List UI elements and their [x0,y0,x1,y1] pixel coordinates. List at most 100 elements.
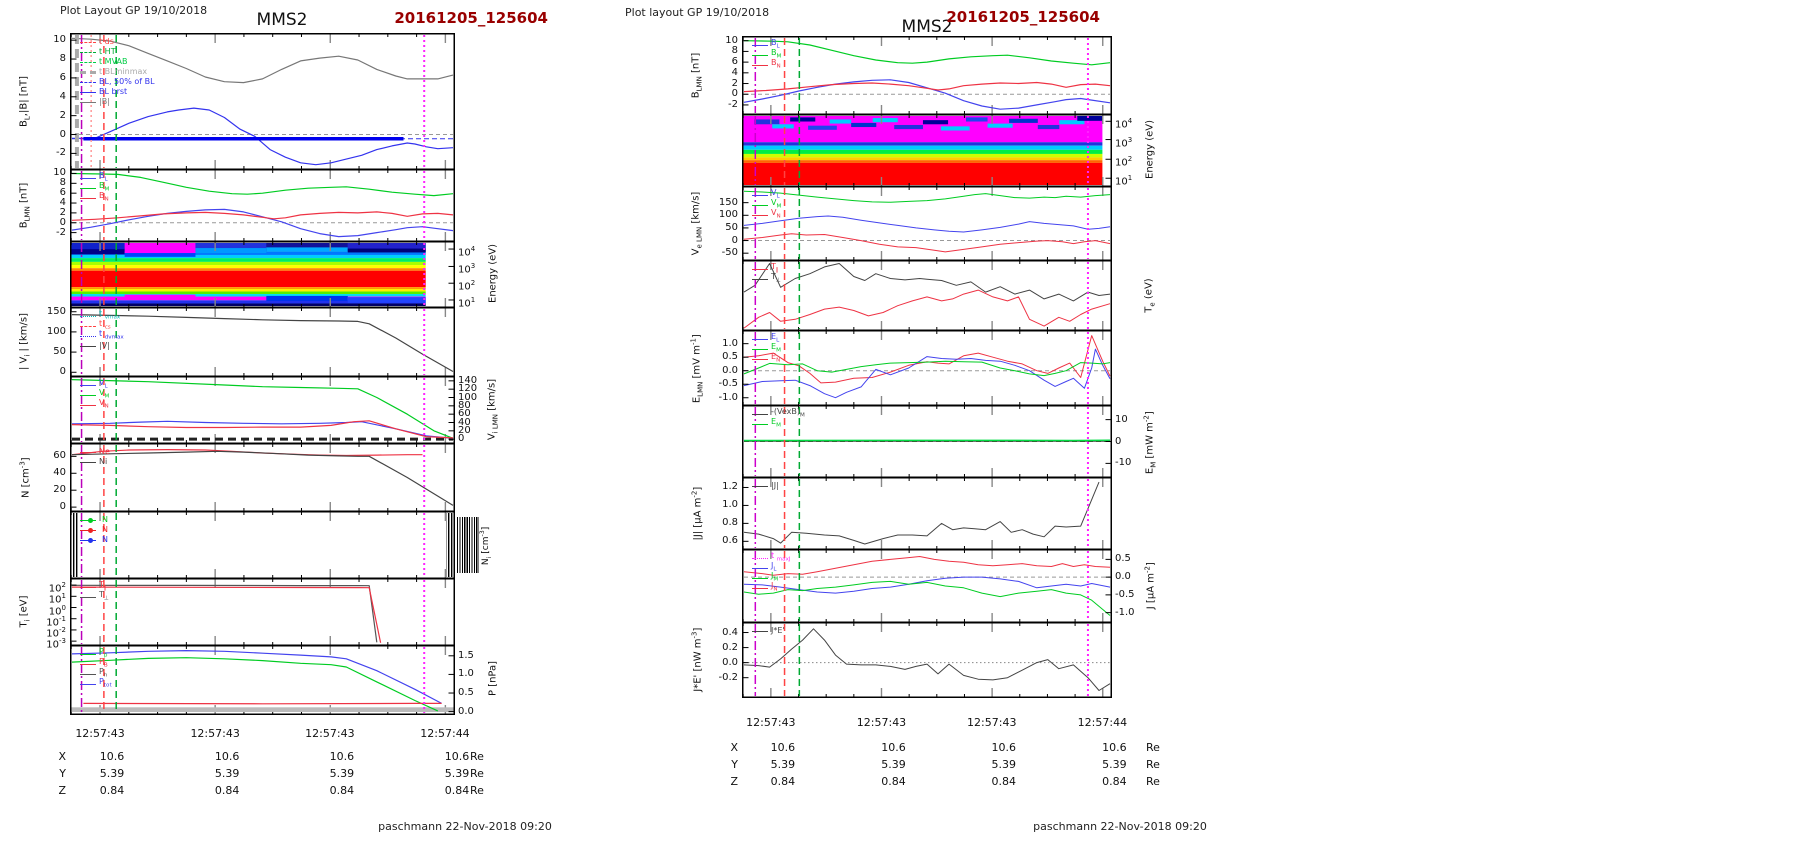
legend-label: N [102,535,108,544]
legend-entry: N [80,535,108,545]
tick-label: 102 [48,581,66,595]
legend: |J| [752,481,779,491]
legend: Pp PB Ph Ptot [80,647,112,689]
legend-label: Ptot [99,677,112,689]
coord-value: 0.84 [329,784,355,797]
legend-line-sample [80,187,96,189]
tick-label: 0 [59,501,66,513]
y-axis-label: J*E' [nW m-3] [690,627,704,692]
time-tick-label: 12:57:43 [75,727,125,740]
tick-label: -2 [728,98,738,110]
legend-entry: EM [752,417,805,429]
legend-label: Pp [99,647,108,659]
legend-line-sample [752,485,768,487]
tick-label: 1.0 [722,499,738,511]
legend-line-sample [80,101,96,103]
legend-line-sample [752,338,768,340]
legend-label: |J| [771,481,779,490]
coord-row-label: Z [58,784,66,797]
tick-label: 20 [53,484,66,496]
legend-line-sample [752,268,768,270]
panel-pressure [70,641,455,719]
garbled-axis-label: Ni [cm-3] [479,526,493,566]
tick-label: 10 [53,34,66,46]
legend: t vmax t cs t dvmax |V| [80,309,124,351]
tick-label: 10-1 [46,614,66,629]
tick-label: 10-3 [46,637,66,651]
legend-line-sample [80,335,96,337]
legend-line-sample [80,596,96,598]
tick-label: 0.8 [722,517,738,529]
legend-label: VN [771,208,781,220]
tick-label: 0 [731,88,738,100]
tick-label: 103 [458,262,476,276]
coord-row-label: X [730,741,738,754]
right-axis-label: J [μA m-2] [1143,562,1157,610]
legend-label: t MVAB [99,57,128,66]
legend-entry: N [80,525,108,535]
legend-label: t HT [99,47,116,56]
legend-line-sample [80,394,96,396]
legend: -(VexB)M EM [752,407,805,429]
legend-line-sample [752,413,768,415]
tick-label: 104 [458,245,476,259]
legend-line-sample [752,54,768,56]
layout-label-left: Plot Layout GP 19/10/2018 [60,4,208,17]
tick-label: 8 [59,53,66,65]
footer-credit-right: paschmann 22-Nov-2018 09:20 [1033,820,1207,833]
legend-entry: |V| [80,341,124,351]
legend-label: JL [771,561,777,573]
legend: t ds t HT t MVAB t BLminmax BL, 50% of BL BL … [80,37,155,107]
time-tick-label: 12:57:44 [1077,716,1128,729]
coord-unit: Re [470,784,484,797]
legend-entry: VN [80,398,109,410]
tick-label: 101 [458,295,476,310]
legend-entry: JM [752,571,791,583]
legend-entry: t HT [80,47,155,57]
right-axis-label: Vi LMN [km/s] [486,378,500,441]
tick-label: 150 [46,305,66,317]
panel-j-magnitude [742,473,1112,554]
coord-value: 10.6 [329,750,355,763]
legend-entry: J*E' [752,626,785,636]
legend: Ne Ni [80,447,110,467]
legend-label: Ni [99,457,108,466]
coord-value: 5.39 [1102,758,1127,771]
legend-line-sample [80,586,96,588]
panel-b-lmn [70,165,455,246]
coord-value: 0.84 [214,784,240,797]
tick-label: 40 [53,467,66,479]
legend-entry: EN [752,352,781,364]
garbled-axis-ticks [457,517,479,573]
time-tick-label: 12:57:43 [305,727,355,740]
legend-entry: t BLminmax [80,67,155,77]
panel-n-density [70,439,455,516]
legend-line-sample [752,557,768,559]
coord-row-label: Y [59,767,66,780]
legend-line-sample [80,451,96,453]
panel-b-lmn [742,32,1112,119]
legend-label: |B| [99,97,110,106]
tick-label: -50 [721,247,738,259]
coord-value: 5.39 [881,758,906,771]
panel-j-dot-e [742,618,1112,702]
legend-line-sample [752,204,768,206]
tick-label: -2 [56,147,66,159]
legend-label: T∥ [771,262,779,274]
tick-label: 1.0 [458,668,474,680]
coord-value: 10.6 [881,741,906,754]
legend-line-sample [80,41,96,43]
tick-label: 140 [458,374,478,386]
legend-entry: JN [752,581,791,593]
tick-label: 8 [59,177,66,189]
legend-entry: BM [80,181,110,193]
tick-label: 60 [458,408,471,420]
legend-label: BM [99,181,110,193]
legend-line-sample [80,384,96,386]
legend-entry: Ne [80,447,110,457]
tick-label: 60 [53,450,66,462]
tick-label: 0.5 [722,351,738,363]
tick-label: 2 [59,206,66,218]
panel-t-i [70,574,455,650]
legend-line-sample [752,44,768,46]
